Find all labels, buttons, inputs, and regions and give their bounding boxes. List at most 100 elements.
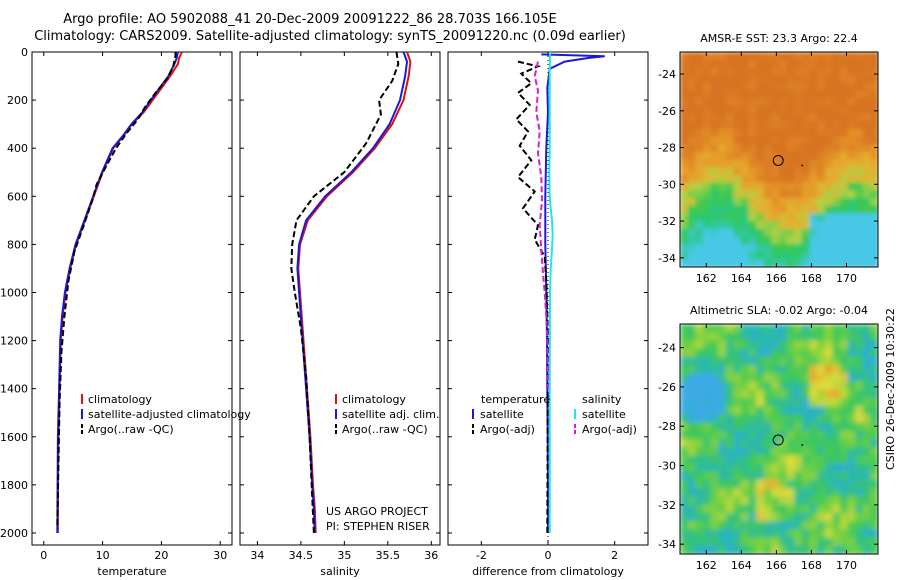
map-cell bbox=[702, 414, 712, 424]
map-cell bbox=[779, 406, 788, 416]
map-cell bbox=[733, 251, 742, 261]
map-cell bbox=[847, 151, 857, 161]
map-cell bbox=[695, 52, 704, 61]
map-cell bbox=[817, 113, 826, 123]
map-cell bbox=[847, 159, 857, 169]
map-cell bbox=[862, 406, 872, 416]
map-cell bbox=[763, 59, 773, 69]
map-cell bbox=[847, 455, 857, 465]
map-cell bbox=[855, 340, 864, 350]
map-cell bbox=[687, 128, 697, 138]
map-cell bbox=[779, 205, 788, 215]
map-cell bbox=[779, 159, 788, 169]
map-cell bbox=[801, 197, 811, 207]
map-cell bbox=[839, 324, 849, 334]
map-cell bbox=[839, 167, 849, 176]
map-cell bbox=[855, 90, 864, 100]
map-cell bbox=[855, 220, 864, 230]
series-climatology bbox=[297, 51, 412, 534]
map-cell bbox=[809, 220, 819, 230]
map-cell bbox=[748, 504, 758, 514]
map-cell bbox=[702, 512, 712, 523]
map-cell bbox=[718, 504, 727, 514]
map-cell bbox=[725, 228, 735, 238]
map-cell bbox=[824, 159, 834, 169]
map-cell bbox=[870, 463, 878, 473]
map-cell bbox=[763, 463, 773, 473]
pi-label: PI: STEPHEN RISER bbox=[326, 520, 430, 533]
map-cell bbox=[740, 496, 750, 506]
map-cell bbox=[718, 406, 727, 416]
map-cell bbox=[733, 504, 742, 514]
map-cell bbox=[779, 389, 788, 399]
map-cell bbox=[779, 381, 788, 391]
map-cell bbox=[847, 213, 857, 222]
map-cell bbox=[855, 406, 864, 416]
map-cell bbox=[680, 521, 689, 531]
map-cell bbox=[740, 151, 750, 161]
map-cell bbox=[794, 365, 803, 375]
map-cell bbox=[763, 439, 773, 449]
map-cell bbox=[725, 439, 735, 449]
map-cell bbox=[733, 340, 742, 350]
map-cell bbox=[733, 496, 742, 506]
map-cells bbox=[680, 52, 878, 267]
map-cell bbox=[725, 205, 735, 215]
map-cell bbox=[817, 167, 826, 176]
map-cell bbox=[870, 496, 878, 506]
map-cell bbox=[824, 67, 834, 77]
map-cell bbox=[740, 167, 750, 176]
map-cell bbox=[855, 228, 864, 238]
map-cell bbox=[786, 220, 796, 230]
map-cell bbox=[771, 213, 780, 222]
map-cell bbox=[870, 447, 878, 457]
map-cell bbox=[763, 504, 773, 514]
map-cell bbox=[786, 406, 796, 416]
map-cell bbox=[786, 121, 796, 130]
legend-label: satellite bbox=[582, 408, 626, 421]
map-cell bbox=[801, 537, 811, 547]
map-cell bbox=[809, 430, 819, 440]
map-cell bbox=[817, 463, 826, 473]
map-cell bbox=[779, 397, 788, 408]
map-x-tick-label: 170 bbox=[836, 559, 857, 572]
map-cell bbox=[862, 488, 872, 498]
map-cell bbox=[702, 59, 712, 69]
map-cell bbox=[817, 480, 826, 490]
map-cell bbox=[862, 496, 872, 506]
map-cell bbox=[801, 174, 811, 184]
map-cell bbox=[870, 167, 878, 176]
map-cell bbox=[748, 447, 758, 457]
map-cell bbox=[862, 82, 872, 92]
map-cell bbox=[740, 220, 750, 230]
map-cell bbox=[794, 67, 803, 77]
map-cell bbox=[832, 447, 841, 457]
map-cell bbox=[855, 463, 864, 473]
map-cell bbox=[680, 471, 689, 482]
map-cell bbox=[710, 422, 720, 432]
map-cell bbox=[756, 447, 765, 457]
map-cell bbox=[756, 197, 765, 207]
map-cell bbox=[748, 244, 758, 253]
map-cell bbox=[680, 430, 689, 440]
map-cell bbox=[740, 259, 750, 267]
map-cell bbox=[809, 236, 819, 245]
map-cell bbox=[794, 98, 803, 107]
map-cell bbox=[702, 381, 712, 391]
map-cell bbox=[718, 259, 727, 267]
map-cell bbox=[794, 414, 803, 424]
map-cell bbox=[725, 422, 735, 432]
map-cell bbox=[832, 159, 841, 169]
map-cell bbox=[718, 151, 727, 161]
map-cell bbox=[710, 406, 720, 416]
map-cell bbox=[733, 128, 742, 138]
map-cell bbox=[733, 213, 742, 222]
map-cell bbox=[809, 406, 819, 416]
map-cell bbox=[786, 389, 796, 399]
map-cell bbox=[763, 90, 773, 100]
y-tick-label: 2000 bbox=[0, 527, 28, 540]
map-cell bbox=[832, 259, 841, 267]
map-cell bbox=[855, 332, 864, 342]
map-cell bbox=[855, 348, 864, 358]
